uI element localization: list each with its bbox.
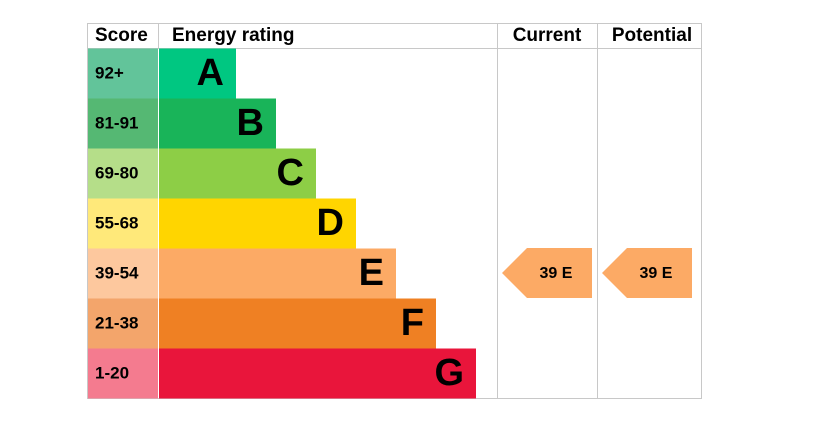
- score-cell: [88, 348, 158, 399]
- rating-bar: [159, 98, 276, 149]
- score-cell: [88, 198, 158, 249]
- rating-bar: [159, 198, 356, 249]
- header-current: Current: [513, 25, 582, 46]
- score-cell: [88, 148, 158, 199]
- score-cell: [88, 48, 158, 99]
- potential-rating: 39 E: [640, 265, 673, 282]
- rating-bar: [159, 48, 236, 99]
- score-range: 69-80: [95, 163, 138, 182]
- header-potential: Potential: [612, 25, 692, 46]
- rating-letter: A: [197, 52, 224, 94]
- score-cell: [88, 248, 158, 299]
- rating-letter: G: [434, 352, 464, 394]
- score-range: 92+: [95, 63, 124, 82]
- header-score: Score: [95, 25, 148, 46]
- score-cell: [88, 98, 158, 149]
- current-arrow: [502, 248, 592, 298]
- rating-bar: [159, 148, 316, 199]
- rating-bar: [159, 248, 396, 299]
- potential-arrow: [602, 248, 692, 298]
- rating-letter: C: [277, 152, 304, 194]
- score-range: 39-54: [95, 263, 139, 282]
- rating-letter: B: [237, 102, 264, 144]
- score-range: 81-91: [95, 113, 138, 132]
- rating-letter: D: [317, 202, 344, 244]
- rating-bar: [159, 348, 476, 399]
- score-range: 1-20: [95, 363, 129, 382]
- current-rating: 39 E: [540, 265, 573, 282]
- score-range: 55-68: [95, 213, 138, 232]
- score-range: 21-38: [95, 313, 138, 332]
- score-cell: [88, 298, 158, 349]
- header-rating: Energy rating: [172, 25, 294, 46]
- rating-letter: E: [359, 252, 384, 294]
- rating-bar: [159, 298, 436, 349]
- rating-letter: F: [401, 302, 424, 344]
